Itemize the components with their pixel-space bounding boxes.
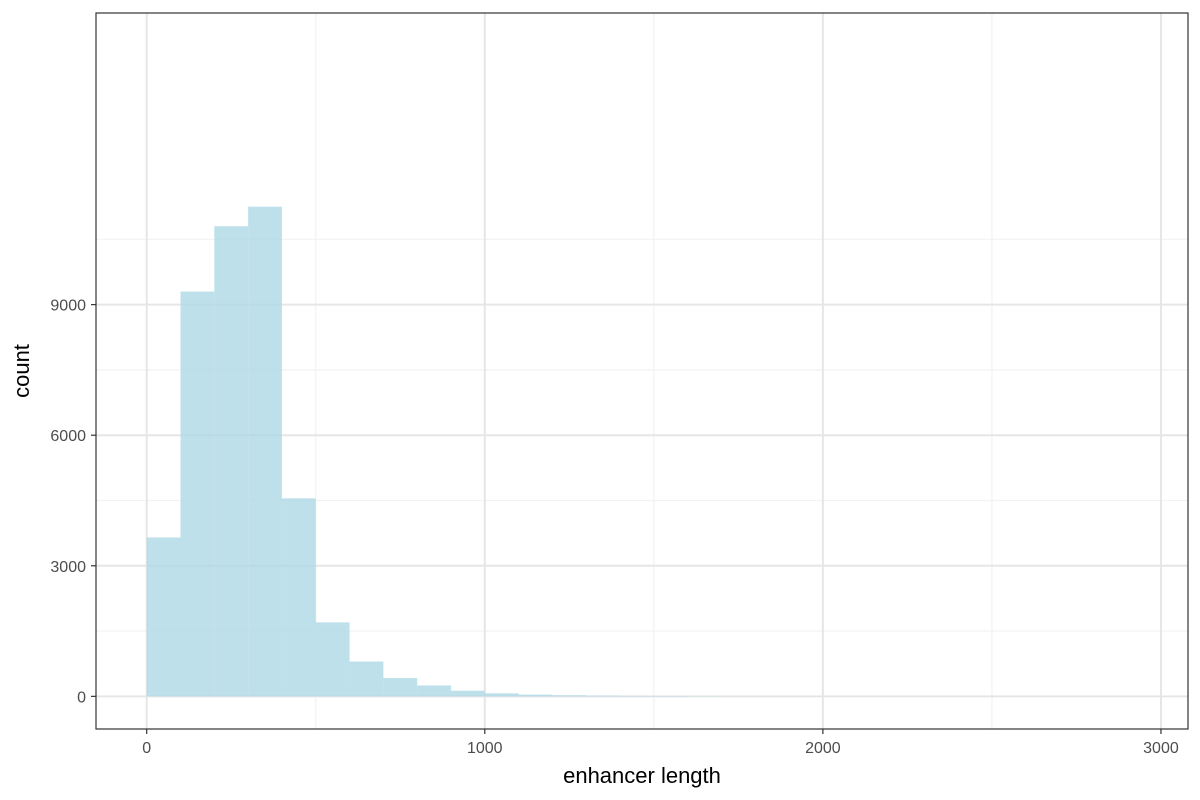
x-tick-label: 0: [142, 740, 151, 757]
y-axis-title: count: [9, 344, 34, 398]
x-axis-title: enhancer length: [563, 763, 721, 788]
y-tick-label: 6000: [50, 428, 86, 445]
y-tick-label: 3000: [50, 559, 86, 576]
histogram-bar: [315, 622, 350, 697]
histogram-bar: [180, 291, 215, 697]
x-tick-label: 2000: [805, 740, 841, 757]
histogram-bar: [484, 693, 519, 697]
histogram-bar: [248, 206, 282, 697]
histogram-bar: [552, 695, 587, 697]
y-tick-label: 9000: [50, 298, 86, 315]
histogram-bar: [417, 685, 451, 697]
histogram-bar: [383, 678, 418, 697]
histogram-bar: [281, 498, 316, 697]
axis-ticks: 0 1000 2000 3000 0 3000 6000 9000: [50, 298, 1178, 757]
histogram-bar: [349, 661, 384, 697]
histogram-bar: [450, 690, 485, 697]
plot-panel-border: [95, 12, 1189, 730]
y-tick-label: 0: [77, 689, 86, 706]
grid-lines: [96, 13, 1188, 729]
histogram-bars: [146, 206, 1161, 697]
histogram-bar: [586, 695, 621, 697]
x-tick-label: 3000: [1143, 740, 1179, 757]
x-tick-label: 1000: [467, 740, 503, 757]
histogram-bar: [146, 537, 181, 697]
histogram-bar: [214, 226, 249, 697]
histogram-bar: [518, 694, 553, 697]
